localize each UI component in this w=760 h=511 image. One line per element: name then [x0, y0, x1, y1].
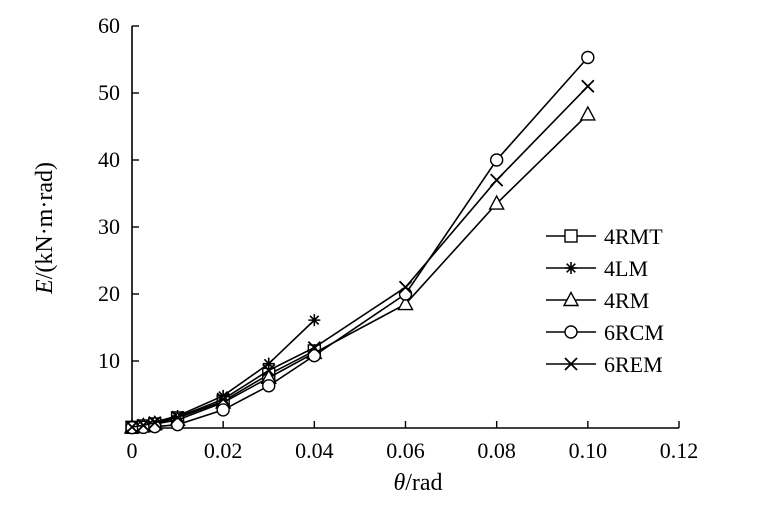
y-tick-label: 60: [98, 13, 120, 38]
legend-marker: [564, 357, 578, 371]
y-axis-title: E/(kN·m·rad): [32, 162, 58, 295]
data-point-6rem: [490, 173, 504, 187]
series-group: [123, 50, 597, 435]
axes: [131, 26, 679, 429]
x-tick-label: 0.10: [569, 438, 608, 463]
data-point-6rcm: [307, 348, 322, 363]
series-6rem: [125, 79, 595, 434]
x-axis-title-symbol: θ: [393, 470, 405, 496]
legend-label: 4RM: [604, 288, 649, 313]
data-point-4rm: [397, 295, 414, 311]
x-axis-title-unit: /rad: [405, 470, 442, 496]
data-point-6rcm: [489, 153, 504, 167]
data-point-6rem: [581, 79, 595, 93]
data-point-4rm: [488, 194, 505, 210]
x-tick-label: 0.06: [386, 438, 425, 463]
legend-marker: [562, 291, 580, 307]
series-6rcm: [125, 50, 595, 435]
legend-label: 6RCM: [604, 320, 664, 345]
tick-marks: [131, 25, 680, 428]
x-axis-title: θ/rad: [393, 470, 442, 496]
data-point-6rcm: [136, 420, 151, 435]
legend-item-4lm: 4LM: [546, 256, 648, 281]
legend: 4RMT 4LM 4RM 6RCM 6REM: [546, 224, 664, 377]
y-axis-title-unit: /(kN·m·rad): [32, 162, 58, 279]
x-tick-label: 0.04: [295, 438, 334, 463]
legend-marker: [564, 325, 578, 339]
series-4rm: [123, 105, 597, 434]
legend-marker: [565, 262, 577, 274]
data-point-4rm: [579, 105, 597, 121]
data-point-6rem: [148, 416, 162, 430]
data-point-6rcm: [216, 403, 230, 417]
legend-item-4rmt: 4RMT: [546, 224, 663, 249]
series-line-4rm: [131, 113, 589, 429]
legend-label: 4LM: [604, 256, 648, 281]
series-line-6rem: [131, 85, 589, 428]
y-tick-label: 30: [98, 214, 120, 239]
legend-item-6rem: 6REM: [546, 352, 663, 377]
x-tick-label: 0.08: [477, 438, 516, 463]
y-axis-title-symbol: E: [32, 279, 58, 295]
data-point-6rem: [170, 410, 185, 424]
data-point-6rem: [398, 280, 413, 294]
legend-label: 4RMT: [604, 224, 663, 249]
legend-item-6rcm: 6RCM: [546, 320, 664, 345]
data-point-6rem: [262, 363, 276, 378]
data-point-6rem: [216, 392, 230, 406]
legend-label: 6REM: [604, 352, 663, 377]
data-point-6rcm: [170, 417, 185, 432]
data-point-6rem: [136, 418, 151, 432]
legend-item-4rm: 4RM: [546, 288, 649, 313]
data-point-6rem: [125, 420, 139, 434]
tick-labels: 0 0.02 0.04 0.06 0.08 0.10 0.12 10 20 30 40 50 60: [98, 13, 698, 463]
data-point-6rcm: [581, 50, 595, 65]
x-tick-label: 0: [127, 438, 138, 463]
data-point-6rcm: [262, 379, 276, 393]
legend-marker: [564, 229, 578, 243]
data-point-4lm: [308, 314, 321, 327]
y-tick-label: 10: [98, 348, 120, 373]
data-point-4lm: [262, 357, 275, 370]
series-line-6rcm: [131, 56, 589, 429]
x-tick-label: 0.12: [660, 438, 699, 463]
y-tick-label: 20: [98, 281, 120, 306]
data-point-6rem: [307, 340, 321, 355]
x-tick-label: 0.02: [204, 438, 243, 463]
y-tick-label: 50: [98, 80, 120, 105]
y-tick-label: 40: [98, 147, 120, 172]
